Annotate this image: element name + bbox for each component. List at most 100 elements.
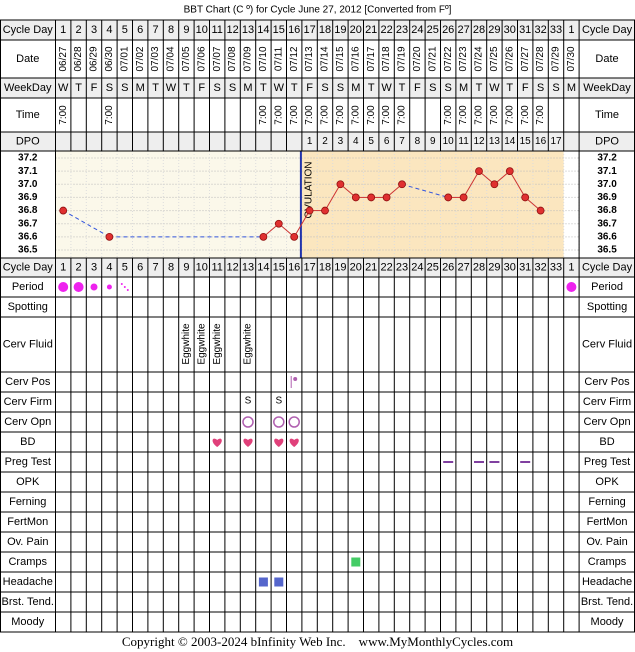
cycle-day: 33 xyxy=(550,24,562,36)
date: 07/20 xyxy=(412,46,423,71)
cycle-day: 23 xyxy=(396,24,408,36)
weekday: T xyxy=(368,82,375,94)
weekday: M xyxy=(459,82,468,94)
row-label: DPO xyxy=(16,135,40,147)
post-ovulation-bg xyxy=(301,151,564,258)
date: 07/28 xyxy=(535,46,546,71)
cycle-day: 25 xyxy=(427,24,439,36)
cycle-day: 6 xyxy=(137,261,143,273)
dpo: 5 xyxy=(368,136,374,147)
date: 07/13 xyxy=(304,46,315,71)
date: 07/02 xyxy=(135,46,146,71)
cycle-day: 24 xyxy=(411,261,423,273)
cerv-fluid: Eggwhite xyxy=(212,323,223,365)
temp-point xyxy=(490,180,499,189)
date: 07/27 xyxy=(520,46,531,71)
date: 07/22 xyxy=(443,46,454,71)
period-spot xyxy=(120,283,123,285)
weekday: S xyxy=(445,82,452,94)
date: 07/21 xyxy=(427,46,438,71)
cycle-day: 31 xyxy=(519,261,531,273)
time: 7:00 xyxy=(381,105,392,125)
bd-heart xyxy=(243,438,253,447)
cycle-day: 10 xyxy=(196,261,208,273)
weekday: F xyxy=(91,82,98,94)
cycle-day: 24 xyxy=(411,24,423,36)
dpo: 8 xyxy=(415,136,421,147)
dpo: 12 xyxy=(473,136,485,147)
weekday: W xyxy=(58,82,69,94)
cycle-day: 1 xyxy=(60,261,66,273)
cerv-opn-circle xyxy=(288,416,300,428)
dpo: 15 xyxy=(520,136,532,147)
temp-tick-label: 37.2 xyxy=(18,153,38,164)
row-label: Cerv Pos xyxy=(584,376,630,388)
cycle-day: 30 xyxy=(504,24,516,36)
dpo: 11 xyxy=(458,136,469,147)
weekday: M xyxy=(351,82,360,94)
weekday: T xyxy=(260,82,267,94)
weekday: S xyxy=(214,82,221,94)
cycle-day: 19 xyxy=(334,261,346,273)
cycle-day: 3 xyxy=(91,261,97,273)
time: 7:00 xyxy=(443,105,454,125)
temp-tick-label: 36.9 xyxy=(597,192,617,203)
footer: Copyright © 2003-2024 bInfinity Web Inc.… xyxy=(122,634,513,649)
weekday: F xyxy=(522,82,529,94)
weekday: T xyxy=(476,82,483,94)
date: 07/26 xyxy=(504,46,515,71)
cycle-day: 20 xyxy=(350,261,362,273)
row-label: Brst. Tend. xyxy=(581,596,633,608)
row-label: Time xyxy=(595,109,619,121)
cycle-day: 29 xyxy=(488,261,500,273)
date: 06/28 xyxy=(73,46,84,71)
temp-point xyxy=(290,232,299,241)
row-label: FertMon xyxy=(7,516,48,528)
weekday: S xyxy=(552,82,559,94)
cycle-day: 18 xyxy=(319,261,331,273)
date: 07/08 xyxy=(227,46,238,71)
temp-point xyxy=(305,206,314,215)
cycle-day: 4 xyxy=(106,261,112,273)
period-dot xyxy=(106,284,112,290)
date: 07/03 xyxy=(150,46,161,71)
cycle-day: 2 xyxy=(76,261,82,273)
temp-tick-label: 37.0 xyxy=(597,179,617,190)
row-label: Ferning xyxy=(9,496,46,508)
temp-gap-line xyxy=(62,210,110,238)
row-label: Cerv Firm xyxy=(583,396,631,408)
row-label: Cramps xyxy=(588,556,627,568)
cerv-firm: S xyxy=(245,396,252,407)
temp-point xyxy=(336,180,345,189)
temp-tick-label: 37.1 xyxy=(597,166,617,177)
weekday: F xyxy=(198,82,205,94)
time: 7:00 xyxy=(458,105,469,125)
cycle-day: 30 xyxy=(504,261,516,273)
dpo: 7 xyxy=(399,136,405,147)
row-label: Cerv Firm xyxy=(4,396,52,408)
date: 07/10 xyxy=(258,46,269,71)
cycle-day: 31 xyxy=(519,24,531,36)
weekday: S xyxy=(106,82,113,94)
cycle-day: 16 xyxy=(288,261,300,273)
weekday: F xyxy=(414,82,421,94)
cycle-day: 7 xyxy=(153,24,159,36)
dpo: 14 xyxy=(504,136,516,147)
date: 07/18 xyxy=(381,46,392,71)
row-label: Headache xyxy=(582,576,632,588)
cycle-day: 28 xyxy=(473,261,485,273)
weekday: T xyxy=(75,82,82,94)
temp-tick-label: 36.7 xyxy=(18,218,38,229)
cycle-day: 9 xyxy=(183,261,189,273)
temp-tick-label: 36.9 xyxy=(18,192,38,203)
row-label: Spotting xyxy=(587,301,627,313)
cycle-day: 2 xyxy=(76,24,82,36)
cycle-day: 15 xyxy=(273,24,285,36)
period-dot xyxy=(73,282,84,292)
weekday: M xyxy=(243,82,252,94)
cycle-day: 16 xyxy=(288,24,300,36)
cycle-day: 7 xyxy=(153,261,159,273)
time: 7:00 xyxy=(320,105,331,125)
cycle-day: 21 xyxy=(365,24,377,36)
cycle-day: 13 xyxy=(242,24,254,36)
